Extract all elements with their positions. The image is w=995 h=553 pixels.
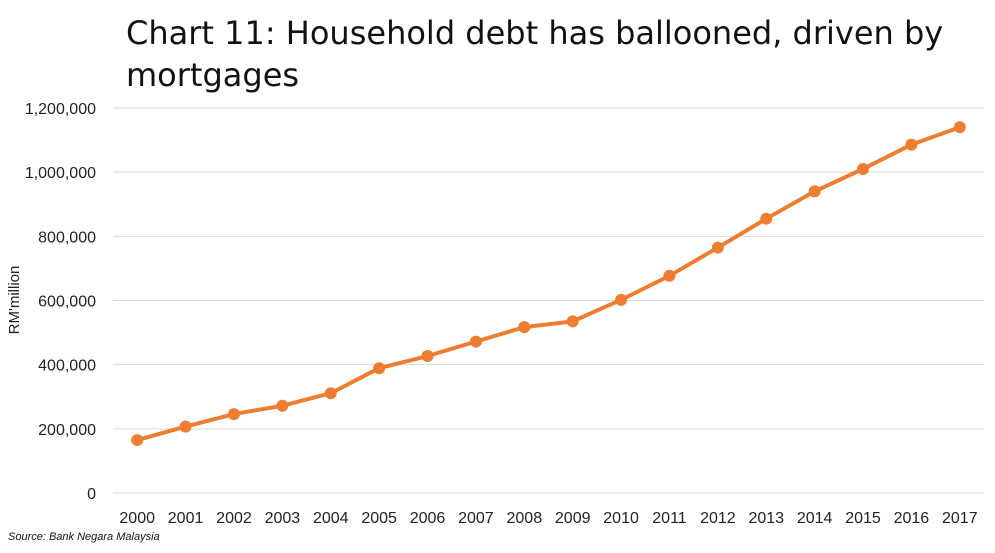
x-tick-label: 2001 (168, 510, 204, 527)
data-point (373, 362, 386, 375)
y-tick-label: 200,000 (38, 422, 96, 439)
x-axis-ticks: 2000 2001 2002 2003 2004 2005 2006 2007 2008 2009… (119, 510, 977, 527)
x-tick-label: 2000 (119, 510, 155, 527)
data-point (953, 121, 966, 134)
series-line-path (135, 125, 962, 443)
y-tick-label: 0 (87, 486, 96, 503)
x-tick-label: 2003 (265, 510, 301, 527)
data-point (227, 408, 240, 421)
data-point (469, 335, 482, 348)
x-tick-label: 2016 (894, 510, 930, 527)
data-point (518, 321, 531, 334)
data-point (711, 241, 724, 254)
x-tick-label: 2015 (845, 510, 881, 527)
x-tick-label: 2004 (313, 510, 349, 527)
data-point (760, 212, 773, 225)
data-point (131, 434, 144, 447)
data-point (905, 138, 918, 151)
y-axis-ticks: 0 200,000 400,000 600,000 800,000 1,000,000 1,… (25, 101, 96, 503)
x-tick-label: 2012 (700, 510, 736, 527)
data-point (808, 185, 821, 198)
x-tick-label: 2007 (458, 510, 494, 527)
series-line (131, 121, 966, 447)
gridlines (113, 107, 984, 494)
x-tick-label: 2017 (942, 510, 978, 527)
y-tick-label: 1,200,000 (25, 101, 96, 118)
y-tick-label: 400,000 (38, 358, 96, 375)
data-point (663, 269, 676, 282)
data-point (566, 315, 579, 328)
data-point (857, 162, 870, 175)
data-point (615, 293, 628, 306)
x-tick-label: 2014 (797, 510, 833, 527)
x-tick-label: 2005 (361, 510, 397, 527)
x-tick-label: 2006 (410, 510, 446, 527)
x-tick-label: 2010 (603, 510, 639, 527)
y-tick-label: 1,000,000 (25, 165, 96, 182)
y-axis-label: RM'million (6, 266, 23, 335)
y-tick-label: 600,000 (38, 294, 96, 311)
data-point (276, 399, 289, 412)
x-tick-label: 2009 (555, 510, 591, 527)
x-tick-label: 2013 (748, 510, 784, 527)
y-tick-label: 800,000 (38, 229, 96, 246)
x-tick-label: 2008 (507, 510, 543, 527)
data-point (324, 387, 337, 400)
x-tick-label: 2002 (216, 510, 252, 527)
x-tick-label: 2011 (652, 510, 687, 527)
data-point (179, 420, 192, 433)
source-note: Source: Bank Negara Malaysia (8, 531, 160, 543)
data-point (421, 350, 434, 363)
chart-title: Chart 11: Household debt has ballooned, … (126, 14, 944, 94)
